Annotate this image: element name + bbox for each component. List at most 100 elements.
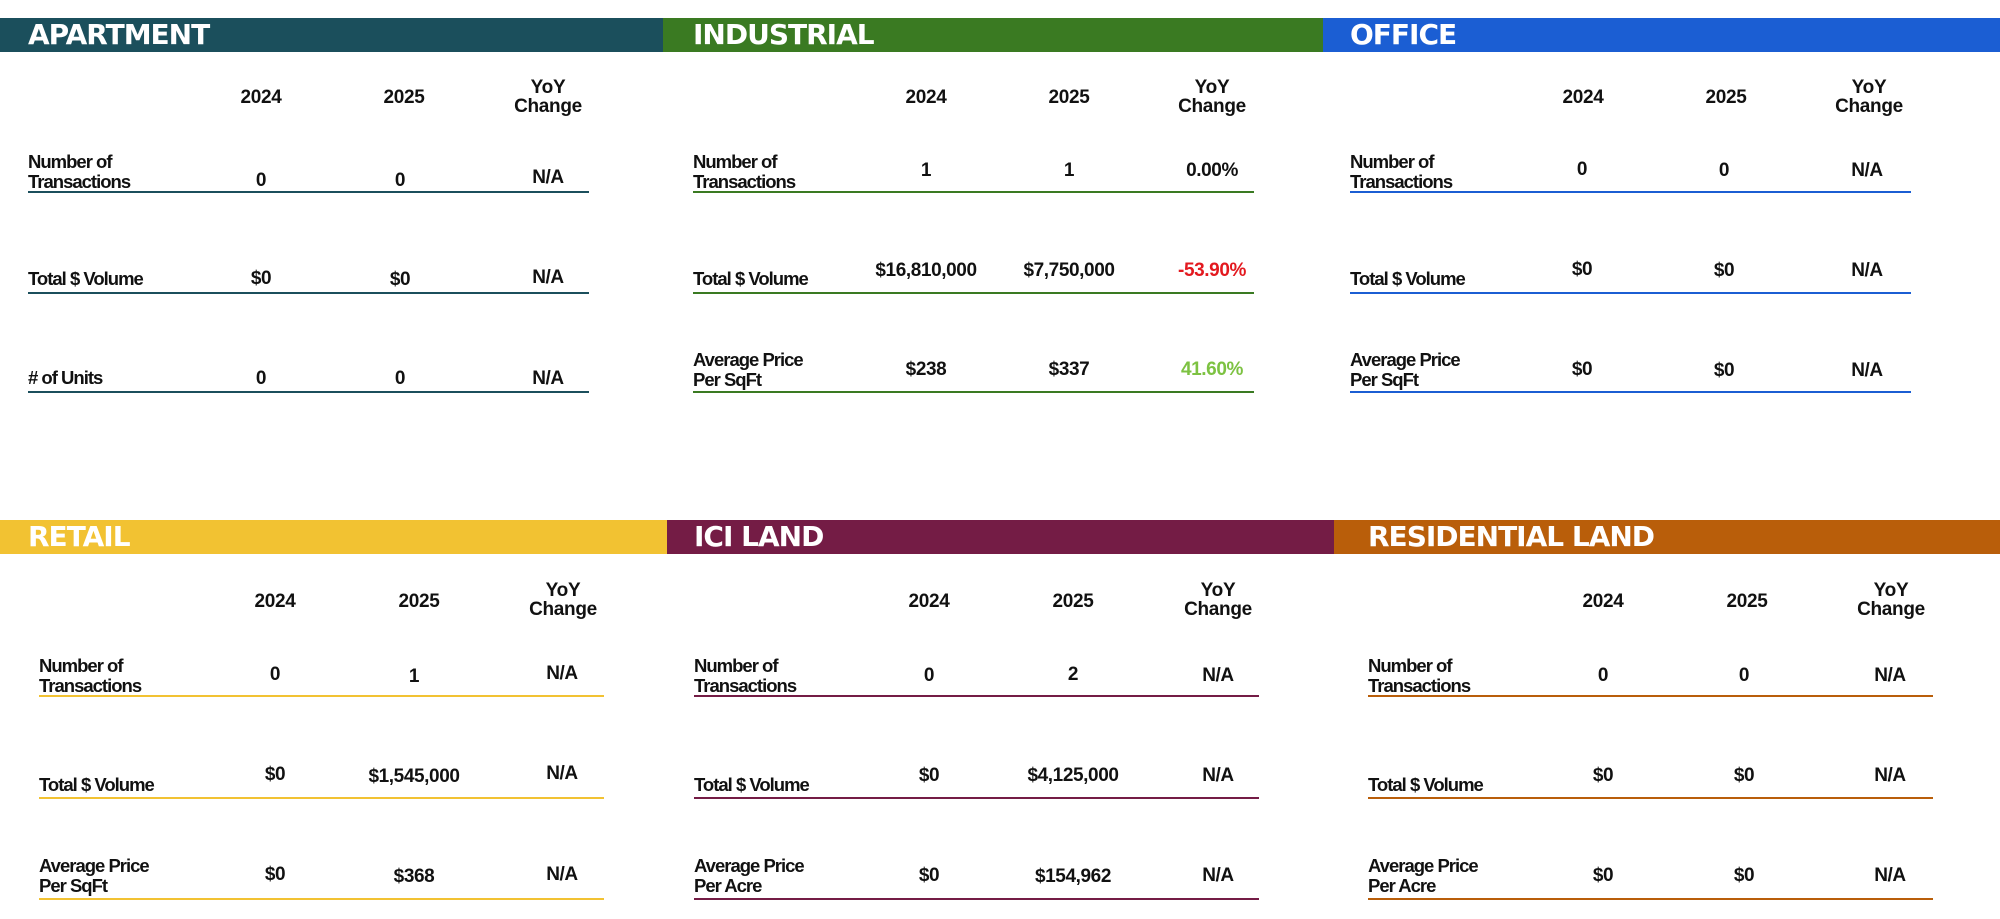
row-underline: [28, 391, 589, 393]
row-label-line1: Average Price: [693, 349, 804, 370]
value-yoy: 0.00%: [1186, 160, 1238, 181]
value-2024: 0: [269, 664, 281, 685]
yoy-header-line1: YoY: [530, 77, 566, 98]
value-2025: $0: [389, 269, 411, 290]
yoy-header-line2: Change: [1184, 599, 1252, 620]
row-label: Number of Transactions: [1350, 151, 1453, 192]
value-yoy: N/A: [1202, 765, 1234, 786]
value-2025: 1: [1063, 160, 1075, 181]
row-label-line2: Per Acre: [694, 875, 762, 896]
value-2025: $0: [1733, 865, 1755, 886]
row-label: Average Price Per SqFt: [1350, 350, 1461, 390]
value-2025: $0: [1733, 765, 1755, 786]
value-2024: 0: [255, 170, 267, 191]
value-2024: $0: [1571, 259, 1593, 280]
row-label: Number of Transactions: [693, 151, 796, 192]
value-2024: 0: [1576, 159, 1588, 180]
value-2025: $4,125,000: [1027, 765, 1119, 786]
column-header-2025: 2025: [398, 591, 440, 612]
row-label-line2: Transactions: [1350, 171, 1453, 192]
row-label-line2: Total $ Volume: [693, 268, 809, 289]
column-header-2024: 2024: [1582, 591, 1624, 612]
value-yoy: -53.90%: [1178, 260, 1246, 281]
row-label-line1: Number of: [693, 151, 778, 172]
row-label-line2: Per SqFt: [1350, 369, 1419, 390]
value-2025: $1,545,000: [368, 766, 460, 787]
row-label: Average Price Per Acre: [694, 856, 805, 896]
value-2024: 0: [923, 665, 935, 686]
value-2024: $0: [264, 864, 286, 885]
row-label-line2: Transactions: [39, 675, 142, 696]
value-2024: $0: [918, 865, 940, 886]
row-label: Total $ Volume: [693, 268, 809, 289]
value-yoy: N/A: [1851, 160, 1883, 181]
value-2025: $7,750,000: [1023, 260, 1115, 281]
row-label-line1: Average Price: [39, 855, 150, 876]
row-label: # of Units: [28, 367, 103, 388]
row-label-line2: Total $ Volume: [694, 774, 810, 795]
row-underline: [693, 292, 1254, 294]
value-2024: $0: [1571, 359, 1593, 380]
row-label: Average Price Per SqFt: [693, 349, 804, 390]
value-2025: $337: [1048, 359, 1090, 380]
value-yoy: N/A: [1851, 260, 1883, 281]
row-label-line2: Total $ Volume: [1368, 774, 1484, 795]
value-yoy: N/A: [546, 763, 578, 784]
column-header-yoy: YoY Change: [478, 78, 618, 116]
row-label-line2: Transactions: [693, 171, 796, 192]
row-label: Total $ Volume: [1350, 268, 1466, 289]
row-underline: [1368, 695, 1933, 697]
row-underline: [39, 797, 604, 799]
column-header-2024: 2024: [240, 87, 282, 108]
value-yoy: N/A: [1874, 765, 1906, 786]
value-2025: $0: [1713, 260, 1735, 281]
panel-banner: [663, 18, 1323, 52]
row-label-line2: Per Acre: [1368, 875, 1436, 896]
yoy-header-line1: YoY: [1873, 580, 1909, 601]
row-label-line2: Total $ Volume: [1350, 268, 1466, 289]
row-label: Total $ Volume: [694, 774, 810, 795]
value-yoy: 41.60%: [1180, 359, 1244, 380]
row-underline: [28, 191, 589, 193]
column-header-2025: 2025: [1048, 87, 1090, 108]
column-header-yoy: YoY Change: [1142, 78, 1282, 116]
row-underline: [693, 191, 1254, 193]
yoy-header-line2: Change: [514, 96, 582, 117]
row-underline: [39, 898, 604, 900]
row-label-line1: Average Price: [1368, 855, 1479, 876]
row-label-line1: Number of: [1350, 151, 1435, 172]
value-2024: 0: [1597, 665, 1609, 686]
value-yoy: N/A: [546, 663, 578, 684]
column-header-2025: 2025: [383, 87, 425, 108]
column-header-2025: 2025: [1726, 591, 1768, 612]
row-underline: [1368, 898, 1933, 900]
value-yoy: N/A: [1874, 665, 1906, 686]
value-2025: 0: [394, 368, 406, 389]
row-underline: [39, 695, 604, 697]
column-header-yoy: YoY Change: [1821, 581, 1961, 619]
row-label-line2: Transactions: [694, 675, 797, 696]
row-label: Total $ Volume: [1368, 774, 1484, 795]
value-2024: $238: [905, 359, 947, 380]
value-2024: $0: [1592, 865, 1614, 886]
row-label: Total $ Volume: [39, 774, 155, 795]
row-underline: [694, 695, 1259, 697]
yoy-header-line1: YoY: [545, 580, 581, 601]
panel-banner: [1323, 18, 2000, 52]
value-yoy: N/A: [1851, 360, 1883, 381]
row-label-line1: Number of: [28, 151, 113, 172]
panel-apartment: APARTMENT 2024 2025 YoY Change Number of …: [0, 18, 663, 398]
row-label-line2: # of Units: [28, 367, 103, 388]
value-2024: $0: [918, 765, 940, 786]
value-yoy: N/A: [1202, 865, 1234, 886]
row-label: Number of Transactions: [694, 656, 797, 696]
row-label-line2: Total $ Volume: [39, 774, 155, 795]
value-yoy: N/A: [532, 267, 564, 288]
column-header-2024: 2024: [254, 591, 296, 612]
row-underline: [1350, 292, 1911, 294]
column-header-2024: 2024: [1562, 87, 1604, 108]
column-header-2024: 2024: [908, 591, 950, 612]
row-label-line1: Number of: [39, 655, 124, 676]
value-yoy: N/A: [546, 864, 578, 885]
row-underline: [28, 292, 589, 294]
